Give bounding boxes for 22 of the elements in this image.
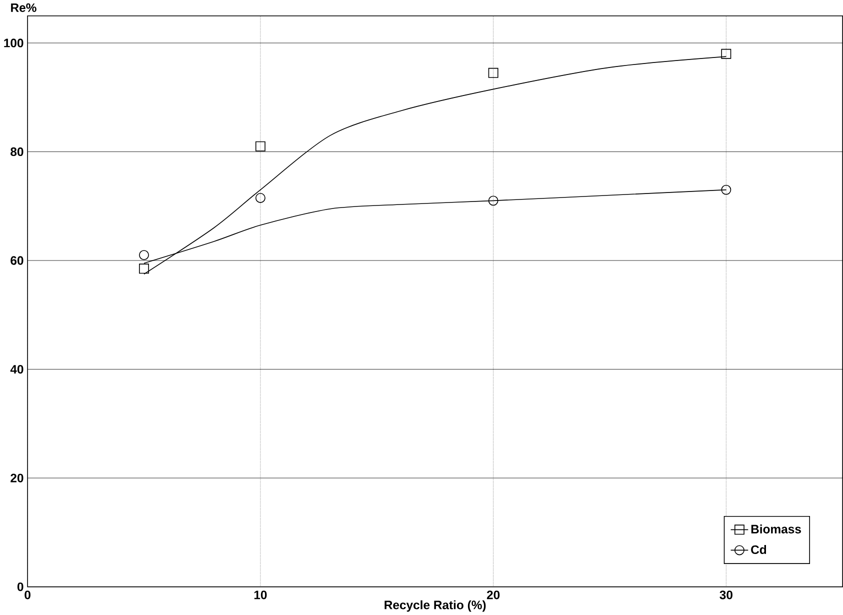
y-tick-label: 80: [10, 147, 24, 156]
x-tick-label: 10: [254, 590, 267, 600]
point: [721, 184, 732, 195]
legend-label: Cd: [751, 544, 766, 554]
point: [139, 264, 149, 274]
y-tick-label: 40: [10, 364, 24, 374]
x-axis-title: Recycle Ratio (%): [384, 600, 486, 612]
point: [255, 192, 266, 203]
y-tick-label: 100: [4, 38, 24, 48]
y-axis-title: Re%: [11, 3, 36, 12]
x-tick-label: 0: [24, 590, 30, 600]
y-tick-label: 60: [10, 256, 24, 265]
point: [255, 141, 266, 152]
legend-label: Biomass: [751, 524, 801, 534]
point: [721, 48, 732, 59]
point: [139, 250, 149, 260]
y-tick-label: 20: [10, 474, 24, 482]
point: [488, 68, 498, 78]
x-tick-label: 20: [486, 590, 500, 600]
y-tick-label: 0: [17, 582, 24, 592]
point: [488, 196, 498, 206]
x-tick-label: 30: [720, 590, 732, 600]
